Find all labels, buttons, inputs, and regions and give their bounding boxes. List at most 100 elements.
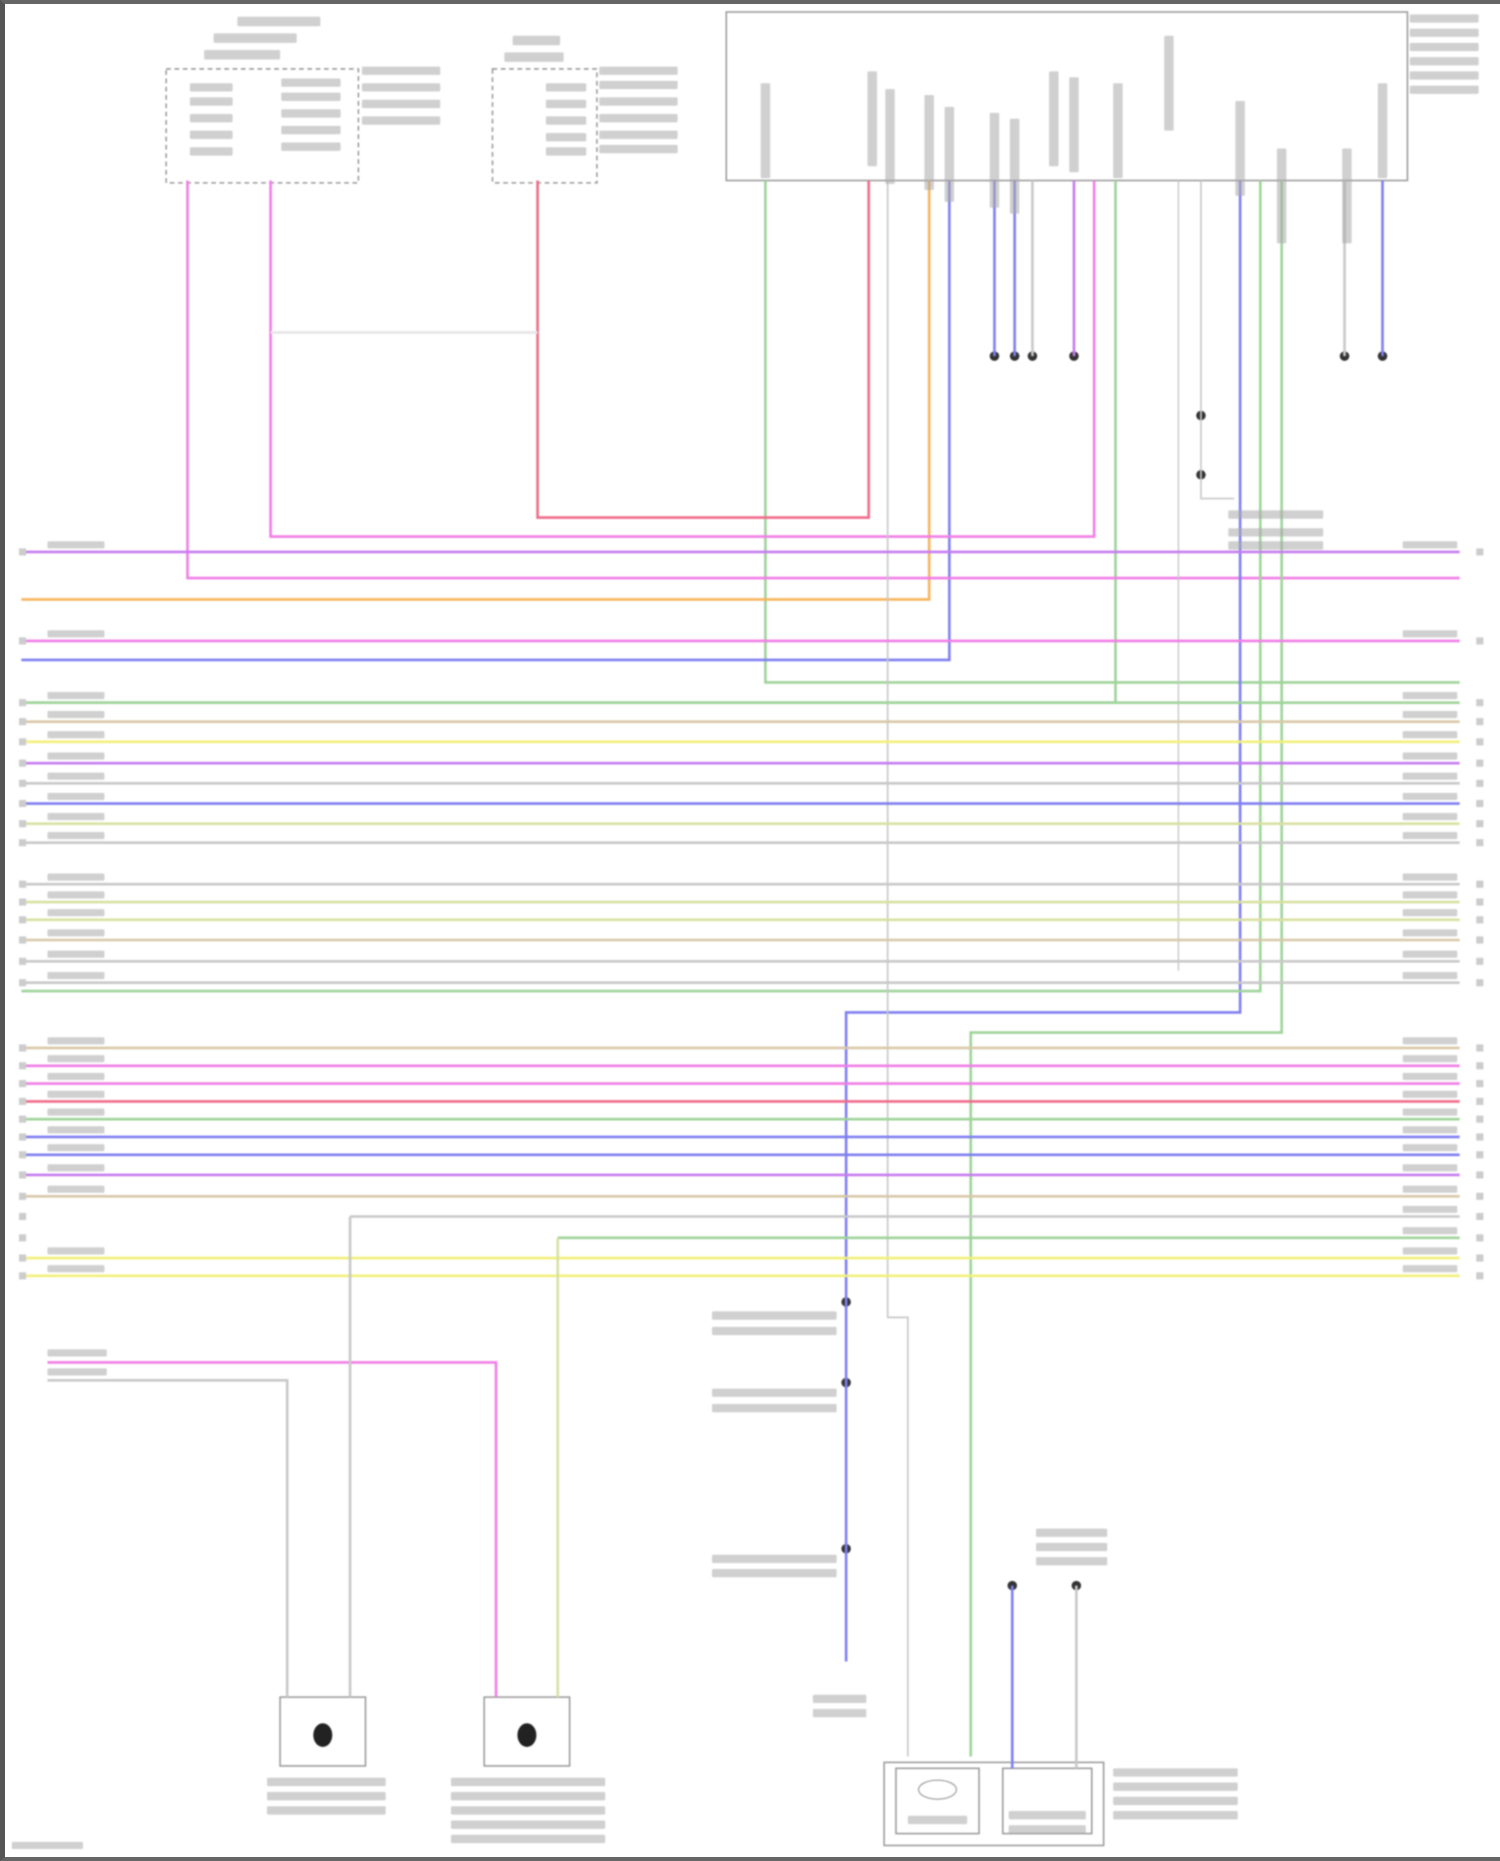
pin-number [1476,1062,1484,1070]
pin-number [1476,718,1484,726]
pin-label [1342,148,1352,244]
splice-label [712,1568,837,1578]
fuel-pump-label [907,1815,968,1825]
wire-label [47,1037,105,1045]
pin-label [867,71,877,167]
wire-label [1402,1090,1458,1098]
module-title [1409,28,1479,37]
wire-label [1402,950,1458,958]
wire-label [47,752,105,760]
wire-green-pump [969,180,1283,1757]
label-block [281,78,341,87]
splice-label [712,1388,837,1397]
pin-number [18,916,27,924]
wire-fuse-to-module [536,180,870,519]
module-title [1409,14,1479,23]
wire-label [47,792,105,800]
wire-label [47,813,105,821]
label-block [189,114,233,123]
bus-wire [47,1361,498,1698]
wire-label [47,891,105,899]
wire-label [1402,909,1458,917]
wire-label [47,950,105,958]
label-block [545,83,587,92]
wire-label [1402,1072,1458,1081]
wire-label [47,1126,105,1134]
fuel-pump-control-module [725,11,1409,182]
wire-label [47,1144,105,1152]
pin-number [18,1115,27,1123]
component-description [599,66,678,75]
wire-blue [21,180,951,662]
wire-label [1402,1164,1458,1172]
sensor-right [483,1696,571,1767]
wire-label [47,1108,105,1116]
wire-label [1402,929,1458,937]
module-title [1409,42,1479,52]
pin-number [1476,839,1484,847]
pin-number [1476,898,1484,906]
wire-label [47,929,105,937]
wire-label [1402,1126,1458,1134]
wire-label [47,909,105,917]
label-block [545,99,587,109]
wire-pump-feed [886,180,909,1757]
pin-number [18,779,27,787]
pin-number [1476,1171,1484,1179]
splice-dot [989,351,1000,361]
label-block [189,130,233,139]
wire-label [1402,1185,1458,1193]
splice-label [712,1554,837,1564]
label-block [204,49,281,60]
pin-number [1476,1272,1484,1280]
wire-label [47,1368,107,1376]
module-title [1409,57,1479,66]
pin-number [18,1171,27,1179]
wire-label [1402,1144,1458,1152]
pin-label [1377,83,1388,179]
wire-label [47,832,105,840]
wire-label [1402,1247,1458,1255]
wire-label [1402,752,1458,760]
sensor-icon [517,1723,537,1747]
fuel-pump-module-label [1113,1811,1238,1820]
splice-dot [1069,351,1079,361]
wire-label [47,1349,107,1357]
pin-number [18,1272,27,1280]
wire-label [47,691,105,700]
pin-number [1476,1115,1484,1123]
label-block [812,1708,867,1718]
wire-module-to-bus [764,180,1460,684]
wire-label [47,1247,105,1255]
pin-number [1476,957,1484,965]
pin-number [18,957,27,965]
wire-label [1402,873,1458,881]
pin-number [18,548,27,556]
pin-number [18,880,27,888]
component-description [599,114,678,123]
fuel-level-sender [1001,1767,1093,1835]
label-block [189,83,233,92]
pin-label [885,89,895,185]
wire-label [47,1055,105,1063]
pin-number [1476,1212,1484,1221]
pin-number [18,699,27,707]
wire-label [1402,891,1458,899]
label-block [504,52,564,62]
wire-label [1402,1205,1458,1213]
wire-label [47,731,105,739]
pin-number [18,1151,27,1159]
pin-number [18,1234,27,1242]
pin-number [1476,936,1484,944]
fuel-pump-module-label [1113,1796,1238,1806]
pin-label [1164,35,1174,131]
pin-number [18,979,27,987]
pin-number [1476,916,1484,924]
sensor-left [279,1696,367,1767]
switch-label [1228,541,1324,550]
component-description [361,99,441,109]
sensor-label [450,1792,606,1801]
pin-number [18,1044,27,1052]
